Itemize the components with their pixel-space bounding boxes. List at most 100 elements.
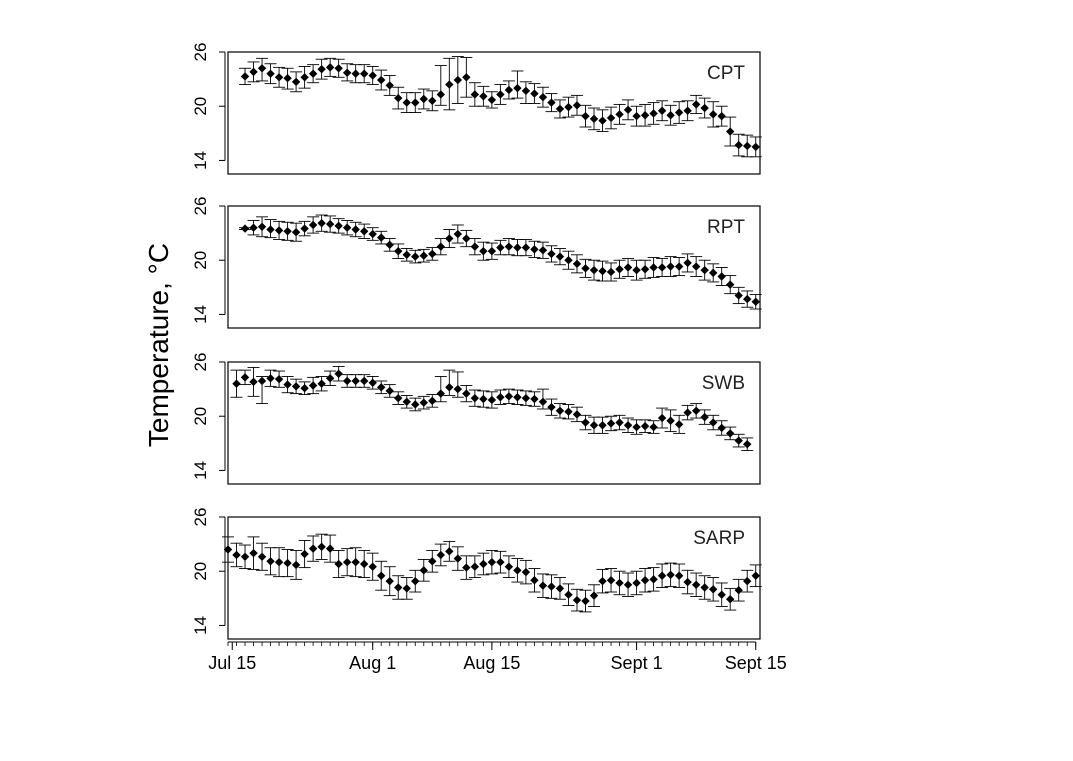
data-point bbox=[726, 280, 735, 289]
data-point bbox=[359, 559, 369, 569]
data-point bbox=[521, 86, 531, 96]
data-point bbox=[717, 423, 726, 433]
data-point bbox=[351, 557, 360, 567]
data-point bbox=[513, 393, 522, 402]
data-point bbox=[470, 562, 480, 571]
data-point bbox=[674, 108, 684, 117]
data-point bbox=[657, 413, 667, 423]
data-point bbox=[530, 394, 539, 404]
data-point bbox=[598, 421, 607, 430]
data-point bbox=[606, 113, 616, 123]
data-point bbox=[717, 590, 726, 599]
data-point bbox=[564, 407, 573, 416]
data-point bbox=[411, 98, 420, 107]
data-point bbox=[462, 73, 471, 82]
data-point bbox=[291, 77, 301, 87]
data-point bbox=[615, 418, 624, 427]
data-point bbox=[342, 223, 352, 232]
data-point bbox=[700, 412, 709, 422]
data-point bbox=[683, 408, 692, 417]
data-point bbox=[470, 242, 480, 251]
data-point bbox=[308, 220, 318, 230]
data-point bbox=[649, 422, 658, 432]
y-tick-label: 14 bbox=[191, 305, 210, 324]
data-point bbox=[428, 249, 437, 259]
data-point bbox=[572, 595, 582, 605]
data-point bbox=[266, 374, 275, 383]
data-point bbox=[240, 552, 250, 561]
data-point bbox=[411, 252, 420, 261]
data-point bbox=[700, 265, 709, 275]
data-point bbox=[308, 69, 318, 78]
data-point bbox=[708, 418, 718, 427]
panel-cpt: 14 20 26 CPT bbox=[191, 43, 762, 175]
data-point bbox=[726, 127, 735, 136]
data-point bbox=[683, 577, 692, 587]
data-point bbox=[615, 578, 624, 588]
data-point bbox=[683, 258, 692, 268]
data-point bbox=[632, 578, 641, 588]
data-point bbox=[300, 384, 309, 393]
data-point bbox=[717, 272, 726, 281]
y-tick-label: 26 bbox=[191, 353, 210, 372]
data-point bbox=[743, 440, 752, 449]
data-point bbox=[317, 218, 326, 228]
data-point bbox=[462, 389, 471, 398]
data-point bbox=[640, 111, 650, 120]
x-axis: Jul 15 Aug 1 Aug 15 Sept 1 Sept 15 bbox=[208, 641, 787, 673]
data-point bbox=[717, 111, 726, 121]
data-point bbox=[428, 396, 437, 406]
data-point bbox=[274, 557, 284, 567]
data-point bbox=[308, 381, 318, 390]
data-point bbox=[674, 262, 684, 271]
data-point bbox=[666, 416, 675, 425]
data-point bbox=[504, 562, 514, 571]
data-point bbox=[734, 291, 743, 300]
y-tick-label: 14 bbox=[191, 461, 210, 480]
data-point bbox=[334, 64, 343, 73]
data-point bbox=[598, 266, 607, 276]
data-point bbox=[657, 571, 667, 580]
data-point bbox=[257, 376, 267, 386]
data-point bbox=[240, 224, 250, 233]
data-point bbox=[666, 111, 675, 120]
data-point bbox=[530, 89, 539, 98]
data-point bbox=[496, 557, 505, 567]
data-point bbox=[479, 559, 488, 569]
data-point bbox=[385, 386, 394, 396]
data-point bbox=[751, 571, 760, 580]
data-point bbox=[504, 85, 514, 95]
data-point bbox=[555, 584, 565, 593]
data-point bbox=[649, 263, 658, 272]
data-point bbox=[708, 268, 718, 278]
data-point bbox=[581, 264, 590, 273]
data-point bbox=[666, 570, 675, 580]
data-point bbox=[274, 374, 284, 384]
data-point bbox=[683, 106, 692, 115]
data-point bbox=[496, 90, 505, 99]
data-point bbox=[538, 581, 548, 590]
data-point bbox=[402, 584, 411, 593]
data-point bbox=[691, 580, 701, 589]
data-point bbox=[572, 259, 582, 269]
data-point bbox=[623, 105, 633, 115]
data-point bbox=[274, 73, 284, 82]
data-point bbox=[368, 229, 377, 239]
data-point bbox=[640, 576, 650, 585]
data-point bbox=[581, 596, 590, 606]
data-point bbox=[359, 376, 369, 386]
y-tick-label: 20 bbox=[191, 251, 210, 270]
data-point bbox=[351, 225, 360, 234]
data-point bbox=[743, 141, 752, 151]
data-point bbox=[504, 242, 514, 251]
data-point bbox=[419, 251, 428, 260]
data-point bbox=[334, 559, 343, 569]
data-point bbox=[530, 245, 539, 254]
data-point bbox=[240, 373, 250, 382]
data-point bbox=[385, 81, 394, 90]
data-point bbox=[530, 576, 539, 585]
data-point bbox=[394, 393, 403, 403]
data-point bbox=[606, 419, 616, 428]
data-point bbox=[325, 63, 335, 72]
data-point bbox=[325, 219, 335, 229]
